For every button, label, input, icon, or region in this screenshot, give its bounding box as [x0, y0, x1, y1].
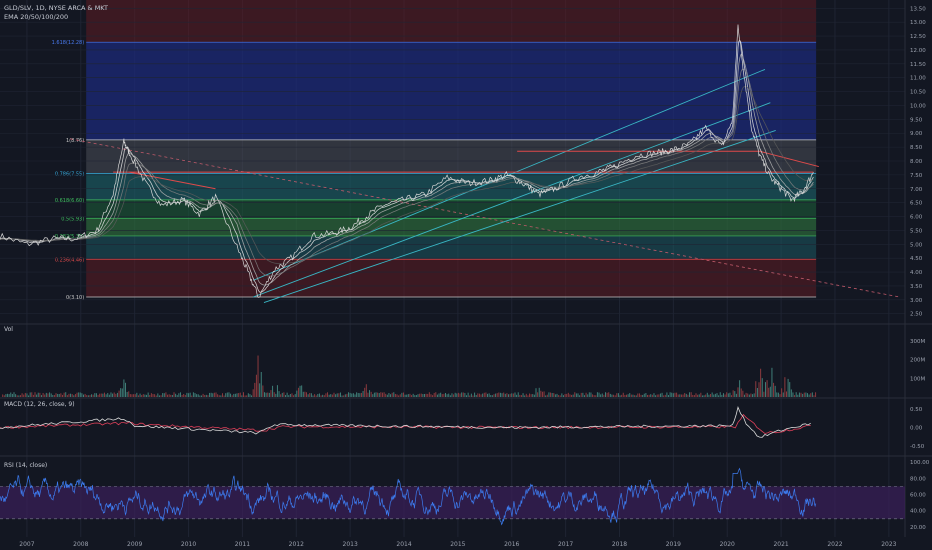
x-tick-label: 2023 [881, 541, 896, 548]
fib-level-label: 0.5(5.93) [61, 216, 84, 222]
rsi-panel-title: RSI (14, close) [4, 462, 47, 469]
rsi-y-tick: 80.00 [910, 476, 926, 482]
x-tick-label: 2018 [612, 541, 627, 548]
macd-y-tick: 0.50 [910, 407, 923, 413]
y-tick-label: 3.00 [910, 298, 923, 304]
y-tick-label: 2.50 [910, 312, 923, 318]
y-tick-label: 3.50 [910, 284, 923, 290]
channel-line [263, 130, 776, 303]
ema-line [0, 40, 814, 293]
fib-level-label: 0.618(6.60) [55, 198, 84, 204]
y-tick-label: 12.00 [910, 48, 926, 54]
rsi-y-tick: 100.00 [910, 460, 930, 466]
y-tick-label: 7.00 [910, 187, 923, 193]
price-line [0, 24, 814, 298]
x-tick-label: 2008 [73, 541, 88, 548]
red-trendline [759, 150, 819, 168]
rsi-y-tick: 20.00 [910, 525, 926, 531]
rsi-y-tick: 60.00 [910, 492, 926, 498]
y-tick-label: 5.00 [910, 242, 923, 248]
x-tick-label: 2012 [289, 541, 304, 548]
volume-panel-title: Vol [4, 326, 13, 333]
y-tick-label: 8.00 [910, 159, 923, 165]
y-tick-label: 10.00 [910, 103, 926, 109]
macd-line [0, 406, 811, 438]
rsi-y-tick: 40.00 [910, 509, 926, 515]
y-tick-label: 4.50 [910, 256, 923, 262]
ema-line [0, 86, 814, 265]
indicator-title: EMA 20/50/100/200 [4, 13, 68, 21]
x-tick-label: 2007 [19, 541, 34, 548]
x-tick-label: 2013 [343, 541, 358, 548]
y-tick-label: 11.00 [910, 76, 926, 82]
x-tick-label: 2010 [181, 541, 196, 548]
y-tick-label: 9.00 [910, 131, 923, 137]
red-trendline [129, 171, 216, 190]
fib-zone [86, 218, 817, 236]
y-tick-label: 5.50 [910, 228, 923, 234]
y-tick-label: 9.50 [910, 117, 923, 123]
channel-line [253, 102, 771, 298]
fib-zone [86, 42, 817, 140]
fib-level-label: 0.786(7.55) [55, 171, 84, 177]
y-tick-label: 6.00 [910, 215, 923, 221]
fib-level-label: 1.618(12.28) [52, 40, 85, 46]
x-tick-label: 2017 [558, 541, 573, 548]
macd-y-tick: 0.00 [910, 426, 923, 432]
ema-line [0, 68, 814, 277]
y-tick-label: 13.50 [910, 6, 926, 12]
x-tick-label: 2014 [396, 541, 411, 548]
x-tick-label: 2011 [235, 541, 250, 548]
x-tick-label: 2009 [127, 541, 142, 548]
rsi-band [0, 486, 905, 519]
fib-zone [86, 139, 817, 174]
macd-panel-title: MACD (12, 26, close, 9) [4, 401, 75, 408]
fib-level-label: 1(8.76) [66, 138, 84, 144]
volume-y-tick: 200M [910, 358, 925, 364]
channel-line [253, 68, 766, 281]
fib-level-label: 0.382(5.30) [55, 234, 84, 240]
symbol-title: GLD/SLV, 1D, NYSE ARCA & MKT [4, 4, 108, 12]
y-tick-label: 7.50 [910, 173, 923, 179]
y-tick-label: 10.50 [910, 90, 926, 96]
y-tick-label: 6.50 [910, 201, 923, 207]
fib-level-label: 0.236(4.46) [55, 257, 84, 263]
x-tick-label: 2015 [450, 541, 465, 548]
fib-zone [86, 259, 817, 298]
fib-zone [86, 0, 817, 43]
fib-level-label: 0(3.10) [66, 295, 84, 301]
volume-y-tick: 100M [910, 376, 925, 382]
volume-y-tick: 300M [910, 339, 925, 345]
x-tick-label: 2019 [666, 541, 681, 548]
y-tick-label: 8.50 [910, 145, 923, 151]
ema-line [0, 53, 814, 286]
fib-zone [86, 199, 817, 219]
x-tick-label: 2022 [827, 541, 842, 548]
fib-zone [86, 235, 817, 260]
rsi-line [0, 467, 817, 526]
y-tick-label: 13.00 [910, 20, 926, 26]
dashed-trendline [69, 138, 900, 298]
y-tick-label: 11.50 [910, 62, 926, 68]
x-tick-label: 2020 [720, 541, 735, 548]
x-tick-label: 2016 [504, 541, 519, 548]
y-tick-label: 12.50 [910, 34, 926, 40]
x-tick-label: 2021 [773, 541, 788, 548]
y-tick-label: 4.00 [910, 270, 923, 276]
macd-y-tick: -0.50 [910, 444, 925, 450]
